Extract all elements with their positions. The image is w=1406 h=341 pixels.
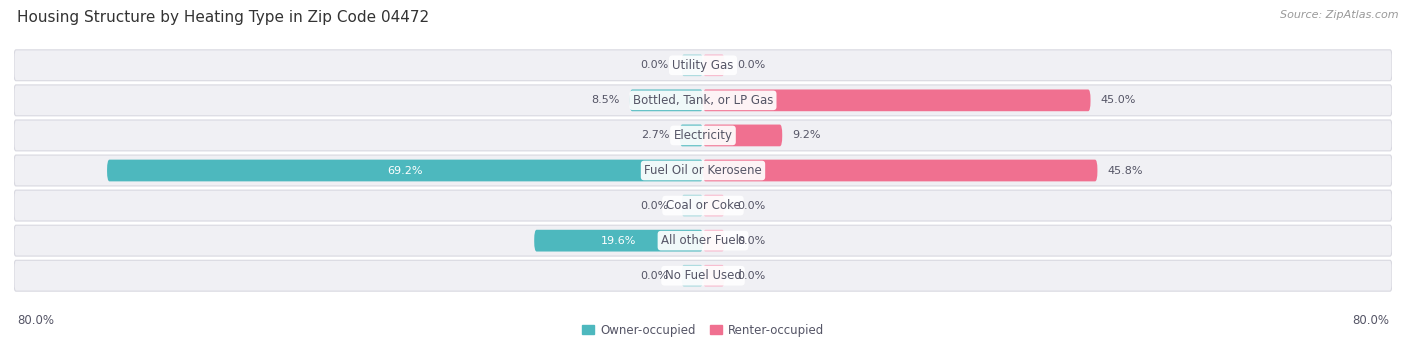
FancyBboxPatch shape [14, 190, 1392, 221]
FancyBboxPatch shape [682, 55, 703, 76]
Text: Housing Structure by Heating Type in Zip Code 04472: Housing Structure by Heating Type in Zip… [17, 10, 429, 25]
FancyBboxPatch shape [682, 265, 703, 286]
FancyBboxPatch shape [682, 195, 703, 217]
Text: 0.0%: 0.0% [640, 60, 669, 70]
Text: Electricity: Electricity [673, 129, 733, 142]
Text: 0.0%: 0.0% [738, 60, 766, 70]
FancyBboxPatch shape [630, 89, 703, 111]
FancyBboxPatch shape [679, 124, 703, 146]
FancyBboxPatch shape [703, 195, 724, 217]
Text: 8.5%: 8.5% [591, 95, 620, 105]
FancyBboxPatch shape [14, 85, 1392, 116]
FancyBboxPatch shape [14, 155, 1392, 186]
FancyBboxPatch shape [14, 225, 1392, 256]
FancyBboxPatch shape [534, 230, 703, 252]
Text: 0.0%: 0.0% [640, 201, 669, 211]
Text: 9.2%: 9.2% [793, 130, 821, 140]
FancyBboxPatch shape [14, 120, 1392, 151]
Text: 0.0%: 0.0% [738, 271, 766, 281]
Text: Fuel Oil or Kerosene: Fuel Oil or Kerosene [644, 164, 762, 177]
Text: 80.0%: 80.0% [1353, 314, 1389, 327]
Text: Bottled, Tank, or LP Gas: Bottled, Tank, or LP Gas [633, 94, 773, 107]
FancyBboxPatch shape [14, 50, 1392, 81]
FancyBboxPatch shape [703, 124, 782, 146]
Text: 0.0%: 0.0% [738, 236, 766, 246]
Text: 69.2%: 69.2% [387, 165, 423, 176]
FancyBboxPatch shape [703, 55, 724, 76]
Legend: Owner-occupied, Renter-occupied: Owner-occupied, Renter-occupied [578, 319, 828, 341]
Text: No Fuel Used: No Fuel Used [665, 269, 741, 282]
FancyBboxPatch shape [703, 265, 724, 286]
FancyBboxPatch shape [703, 230, 724, 252]
Text: 45.0%: 45.0% [1101, 95, 1136, 105]
FancyBboxPatch shape [703, 160, 1098, 181]
Text: 2.7%: 2.7% [641, 130, 669, 140]
Text: 0.0%: 0.0% [640, 271, 669, 281]
Text: Utility Gas: Utility Gas [672, 59, 734, 72]
Text: 0.0%: 0.0% [738, 201, 766, 211]
FancyBboxPatch shape [107, 160, 703, 181]
Text: Coal or Coke: Coal or Coke [665, 199, 741, 212]
FancyBboxPatch shape [14, 260, 1392, 291]
FancyBboxPatch shape [703, 89, 1091, 111]
Text: All other Fuels: All other Fuels [661, 234, 745, 247]
Text: 45.8%: 45.8% [1108, 165, 1143, 176]
Text: Source: ZipAtlas.com: Source: ZipAtlas.com [1281, 10, 1399, 20]
Text: 19.6%: 19.6% [600, 236, 637, 246]
Text: 80.0%: 80.0% [17, 314, 53, 327]
